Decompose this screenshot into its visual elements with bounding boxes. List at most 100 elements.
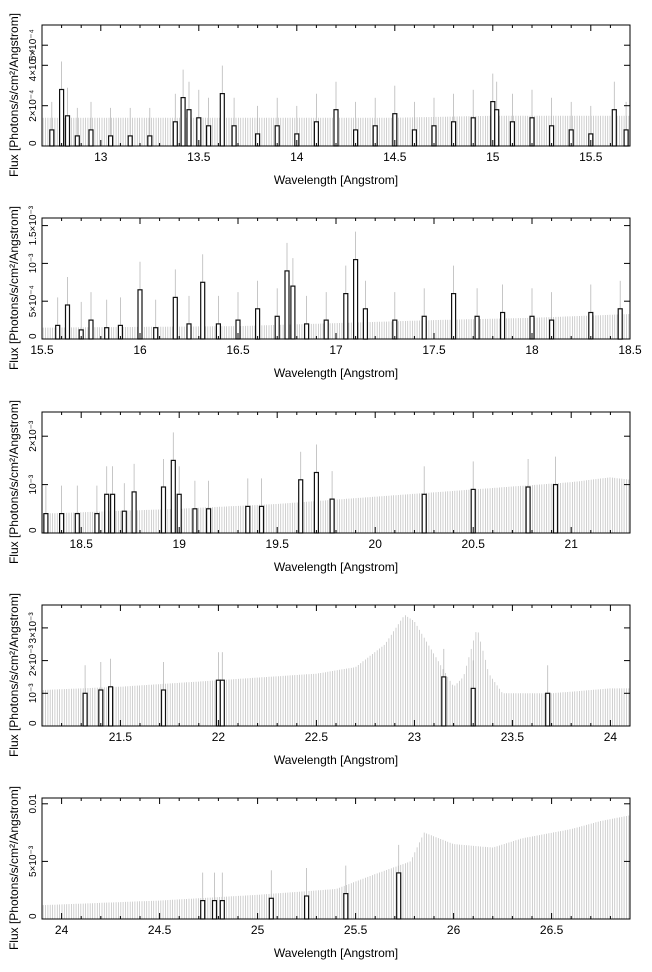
x-tick-label: 26.5 — [540, 923, 564, 937]
data-bar — [200, 281, 206, 340]
x-axis-label: Wavelength [Angstrom] — [274, 946, 398, 960]
data-bar — [258, 505, 265, 534]
y-tick-label: 5×10⁻³ — [28, 845, 39, 877]
data-bar — [245, 505, 251, 534]
data-bar — [88, 319, 94, 340]
data-bar — [421, 315, 427, 340]
x-tick-label: 25.5 — [344, 923, 368, 937]
model-spectrum — [42, 615, 630, 726]
x-tick-label: 23 — [408, 730, 422, 744]
y-tick-label: 1.5×10⁻³ — [28, 205, 39, 245]
data-bar — [362, 308, 368, 340]
y-tick-label: 0 — [28, 140, 39, 146]
data-bar — [284, 270, 290, 340]
y-axis-label: Flux [Photons/s/cm²/Angstrom] — [7, 593, 21, 757]
data-bar — [127, 135, 133, 147]
y-tick-label: 4×10⁻⁴ — [28, 49, 39, 81]
spectrum-chart-5: 24 24.5 25 25.5 26 26.5 5×10⁻³ 0.01 0 Wavelength … — [7, 786, 631, 960]
x-tick-label: 24.5 — [148, 923, 172, 937]
y-tick-label: 0 — [28, 720, 39, 726]
data-bar — [421, 493, 427, 534]
spectrum-chart-4: 21.5 22 22.5 23 23.5 24 10⁻³ 2×10⁻³3×10⁻³ 0 Wavel… — [7, 593, 631, 767]
data-bar — [74, 135, 80, 147]
x-tick-label: 18 — [525, 343, 539, 357]
y-tick-label: 10⁻³ — [28, 474, 39, 494]
x-tick-label: 22.5 — [305, 730, 329, 744]
data-bar — [186, 109, 192, 147]
model-spectrum — [42, 115, 630, 146]
data-bins — [200, 844, 402, 920]
y-tick-label: 0 — [28, 913, 39, 919]
data-bar — [353, 258, 359, 340]
data-bar — [525, 486, 531, 534]
data-bar — [82, 692, 88, 727]
data-bar — [109, 493, 116, 534]
x-tick-label: 26 — [447, 923, 461, 937]
data-bar — [172, 121, 178, 147]
y-tick-label: 3×10⁻³ — [28, 612, 39, 644]
data-bar — [470, 117, 476, 147]
data-bar — [290, 285, 296, 340]
y-tick-label: 5×10⁻⁴ — [28, 29, 39, 61]
x-tick-label: 18.5 — [70, 537, 94, 551]
x-tick-label: 13 — [94, 150, 108, 164]
data-bar — [192, 508, 198, 534]
data-bar — [470, 488, 476, 534]
data-bar — [304, 323, 310, 340]
x-tick-label: 24 — [55, 923, 69, 937]
data-bar — [160, 486, 167, 534]
x-tick-label: 17.5 — [422, 343, 446, 357]
data-bar — [333, 109, 339, 147]
data-bar — [219, 679, 225, 727]
x-tick-label: 15 — [486, 150, 500, 164]
data-bar — [500, 311, 506, 340]
x-tick-label: 14.5 — [383, 150, 407, 164]
data-bar — [180, 96, 186, 147]
y-tick-label: 5×10⁻⁴ — [28, 285, 39, 317]
data-bar — [104, 493, 110, 534]
spectrum-chart-1: 13 13.5 14 14.5 15 15.5 2×10⁻⁴ 4×10⁻⁴5×10⁻⁴ 0 Wav… — [7, 13, 631, 187]
x-tick-label: 21.5 — [109, 730, 133, 744]
spectrum-chart-2: 15.5 16 16.5 17 17.5 18 18.5 5×10⁻⁴ 10⁻³ 1.5×10⁻³… — [7, 205, 642, 380]
data-bar — [219, 899, 225, 920]
data-bar — [200, 899, 206, 920]
y-axis-label: Flux [Photons/s/cm²/Angstrom] — [7, 400, 21, 564]
data-bar — [343, 292, 349, 340]
data-bar — [137, 289, 143, 340]
y-tick-label: 10⁻³ — [28, 683, 39, 703]
data-bar — [396, 872, 402, 920]
data-bar — [451, 292, 457, 340]
data-bar — [43, 512, 49, 534]
x-tick-label: 16 — [133, 343, 147, 357]
data-bar — [274, 315, 280, 340]
data-bar — [131, 491, 137, 534]
x-tick-label: 16.5 — [226, 343, 250, 357]
model-spectrum — [42, 477, 630, 533]
data-bar — [313, 121, 319, 147]
y-tick-label: 2×10⁻³ — [28, 420, 39, 452]
data-bins — [43, 432, 559, 534]
data-bar — [170, 459, 176, 534]
data-bar — [274, 125, 280, 147]
data-bar — [172, 296, 178, 340]
data-bar — [494, 109, 500, 147]
data-bar — [211, 899, 218, 920]
x-tick-label: 25 — [251, 923, 265, 937]
data-bar — [313, 471, 319, 534]
data-bar — [509, 121, 515, 147]
data-bar — [623, 129, 629, 147]
data-bar — [441, 676, 447, 727]
data-bar — [372, 125, 378, 147]
y-tick-label: 0 — [28, 333, 39, 339]
x-tick-label: 13.5 — [187, 150, 211, 164]
data-bar — [64, 304, 71, 340]
data-bar — [206, 508, 212, 534]
x-tick-label: 15.5 — [579, 150, 603, 164]
data-bar — [470, 687, 476, 727]
x-tick-label: 19 — [173, 537, 187, 551]
x-axis-label: Wavelength [Angstrom] — [274, 173, 398, 187]
data-bar — [104, 327, 110, 340]
data-bar — [94, 512, 100, 534]
data-bar — [186, 323, 192, 340]
